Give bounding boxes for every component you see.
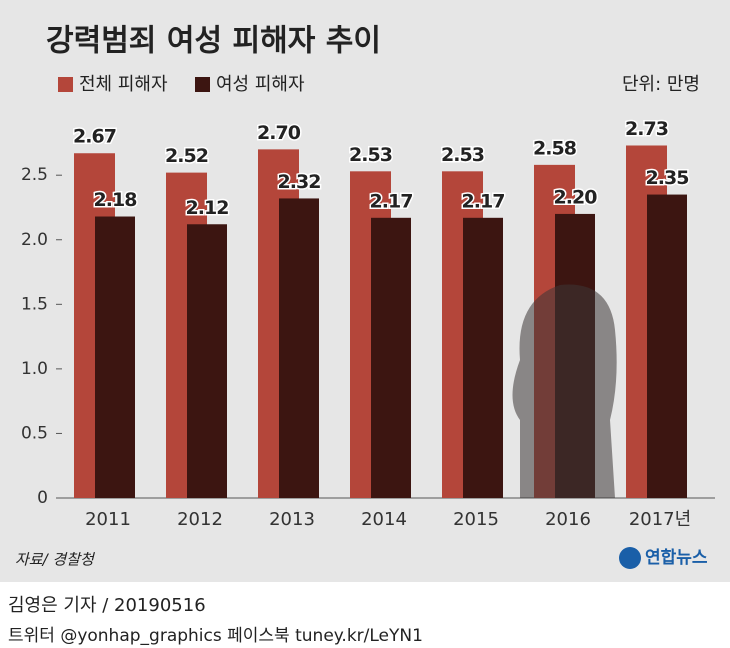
- x-tick-label: 2011: [85, 509, 131, 530]
- logo: 연합뉴스: [645, 547, 708, 568]
- x-tick-label: 2013: [269, 509, 315, 530]
- value-label: 2.35: [646, 167, 689, 189]
- source: 자료/ 경찰청: [15, 551, 96, 569]
- value-label: 2.53: [441, 144, 484, 166]
- bar: [279, 198, 319, 498]
- bar: [647, 194, 687, 498]
- value-label: 2.17: [370, 190, 413, 212]
- y-tick-label: 1.5: [21, 294, 48, 314]
- chart-title: 강력범죄 여성 피해자 추이: [46, 24, 381, 59]
- legend-swatch: [58, 77, 73, 92]
- value-label: 2.70: [257, 122, 301, 144]
- y-tick-label: 1.0: [21, 359, 48, 379]
- legend-label: 전체 피해자: [79, 74, 168, 95]
- logo-icon: [619, 547, 641, 569]
- legend-swatch: [195, 77, 210, 92]
- unit-label: 단위: 만명: [622, 74, 700, 95]
- x-tick-label: 2012: [177, 509, 223, 530]
- illustration: [512, 284, 617, 498]
- value-label: 2.53: [349, 144, 392, 166]
- y-tick-label: 0.5: [21, 423, 48, 443]
- value-label: 2.58: [533, 137, 577, 159]
- value-label: 2.18: [94, 189, 138, 211]
- social: 트위터 @yonhap_graphics 페이스북 tuney.kr/LeYN1: [8, 626, 423, 646]
- value-label: 2.17: [462, 190, 505, 212]
- y-tick-label: 2.0: [21, 230, 48, 250]
- bar: [371, 217, 411, 498]
- x-tick-label: 2014: [361, 509, 407, 530]
- bar: [95, 216, 135, 499]
- value-label: 2.20: [554, 186, 598, 208]
- value-label: 2.67: [73, 126, 116, 148]
- bar: [187, 224, 227, 498]
- legend-label: 여성 피해자: [216, 74, 305, 95]
- y-tick-label: 2.5: [21, 165, 48, 185]
- value-label: 2.32: [278, 171, 321, 193]
- x-tick-label: 2015: [453, 509, 499, 530]
- value-label: 2.73: [625, 118, 668, 140]
- x-tick-label: 2017년: [629, 509, 691, 530]
- value-label: 2.12: [186, 197, 229, 219]
- credit: 김영은 기자 / 20190516: [8, 595, 206, 616]
- value-label: 2.52: [165, 145, 208, 167]
- x-tick-label: 2016: [545, 509, 591, 530]
- y-tick-label: 0: [37, 488, 48, 508]
- bar: [463, 217, 503, 498]
